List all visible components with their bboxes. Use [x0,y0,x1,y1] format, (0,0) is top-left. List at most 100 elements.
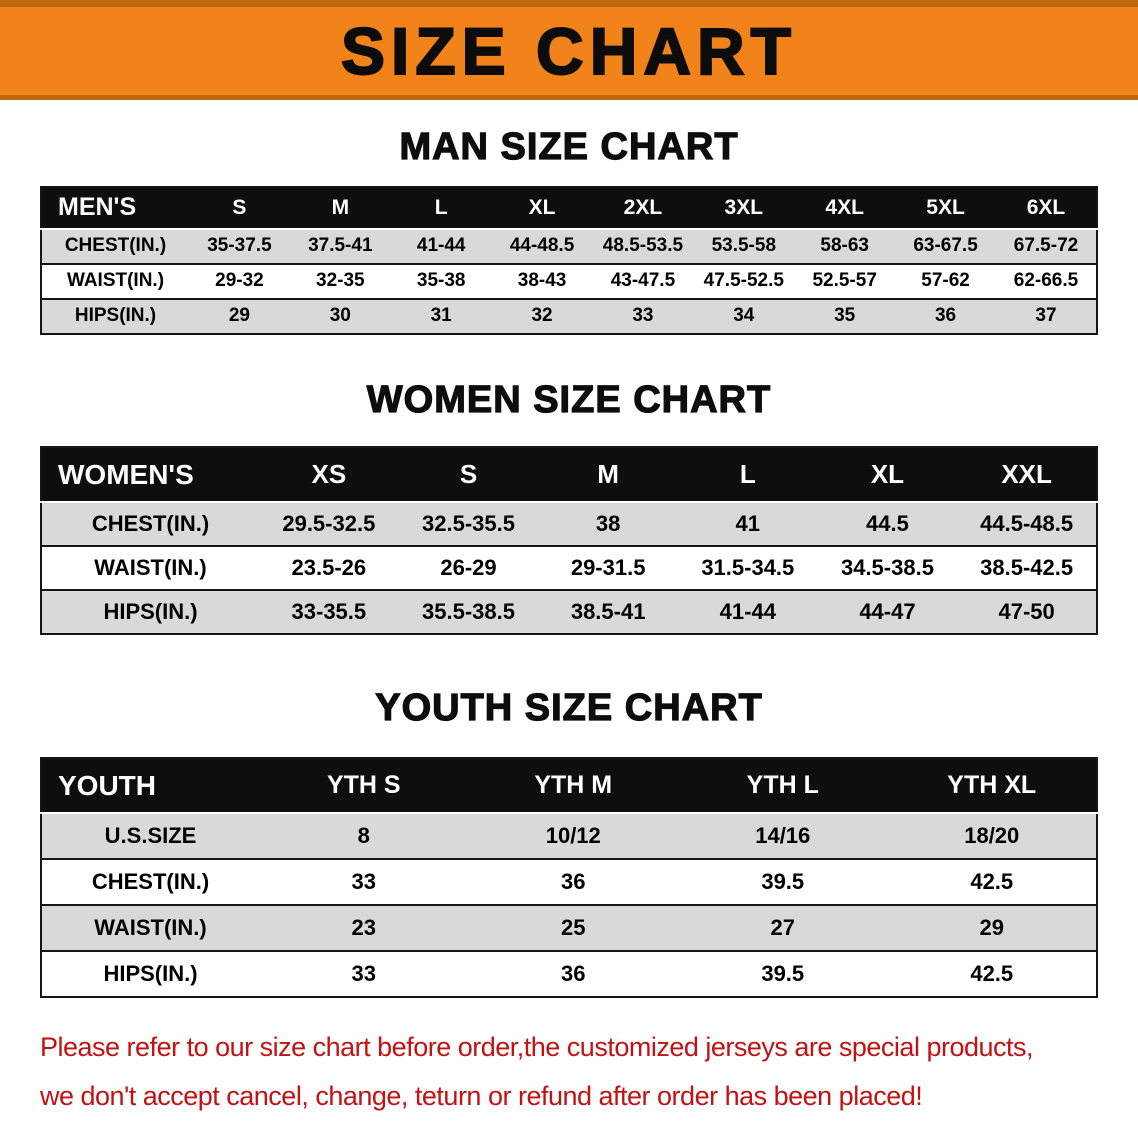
row-label: CHEST(IN.) [64,235,167,257]
row-label: WAIST(IN.) [94,915,207,941]
measurement-cell: 29-31.5 [570,555,646,581]
measurement-cell: 44-48.5 [509,235,575,257]
table-title-cell: MEN'S [41,186,189,230]
row-label: WAIST(IN.) [94,555,207,581]
size-column-header: YTH L [678,758,888,815]
measurement-cell: 30 [329,305,351,327]
measurement-cell: 34.5-38.5 [840,555,934,581]
measurement-cell: 33 [351,961,376,987]
row-label: CHEST(IN.) [91,869,210,895]
men-size-section: MAN SIZE CHART MEN'S S M L XL 2XL 3XL 4XL 5XL 6XL… [0,125,1138,335]
measurement-cell: 41 [735,511,761,537]
measurement-cell: 33 [632,305,654,327]
women-section-heading: WOMEN SIZE CHART [366,378,772,421]
measurement-cell: 35-38 [416,270,466,292]
size-column-header: 2XL [592,186,694,230]
table-row: CHEST(IN.) 33 36 39.5 42.5 [41,859,1097,906]
measurement-cell: 38 [595,511,621,537]
measurement-cell: 47-50 [998,599,1055,625]
size-column-header: L [390,186,492,230]
size-column-header: XXL [957,447,1097,504]
youth-section-heading: YOUTH SIZE CHART [375,687,763,730]
row-label: CHEST(IN.) [91,511,210,537]
measurement-cell: 33 [351,869,376,895]
size-column-header: S [398,447,539,504]
measurement-cell: 63-67.5 [913,235,978,257]
size-column-header: XL [491,186,593,230]
measurement-cell: 38-43 [517,270,567,292]
measurement-cell: 44-47 [859,599,916,625]
measurement-cell: 32 [531,305,553,327]
measurement-cell: 35-37.5 [207,235,272,257]
measurement-cell: 48.5-53.5 [602,235,684,257]
table-body: U.S.SIZE 8 10/12 14/16 18/20 CHEST(IN.) 33 36 39… [41,813,1097,998]
disclaimer-line-2: we don't accept cancel, change, teturn o… [40,1081,923,1112]
measurement-cell: 47.5-52.5 [703,270,784,292]
measurement-cell: 41-44 [416,235,466,257]
disclaimer-line-1: Please refer to our size chart before or… [40,1032,1034,1063]
measurement-cell: 67.5-72 [1013,235,1079,257]
banner: SIZE CHART [0,0,1138,100]
measurement-cell: 35.5-38.5 [422,599,515,625]
measurement-cell: 29 [979,915,1004,941]
table-row: HIPS(IN.) 33 36 39.5 42.5 [41,951,1097,998]
measurement-cell: 43-47.5 [610,270,676,292]
measurement-cell: 31.5-34.5 [701,555,795,581]
measurement-cell: 53.5-58 [711,235,777,257]
measurement-cell: 58-63 [820,235,869,257]
measurement-cell: 26-29 [440,555,497,581]
size-column-header: YTH S [259,758,469,815]
table-row: HIPS(IN.) 33-35.5 35.5-38.5 38.5-41 41-44 44-… [41,590,1097,635]
youth-size-table: YOUTH YTH S YTH M YTH L YTH XL U.S.SIZE 8 10/12… [40,757,1098,999]
measurement-cell: 25 [561,915,586,941]
measurement-cell: 37.5-41 [308,235,373,257]
row-label: WAIST(IN.) [66,270,165,292]
row-label: HIPS(IN.) [74,305,157,327]
page-title: SIZE CHART [340,14,797,88]
table-row: WAIST(IN.) 29-32 32-35 35-38 38-43 43-47.5 47.… [41,263,1097,299]
measurement-cell: 52.5-57 [812,270,877,292]
table-head: MEN'S S M L XL 2XL 3XL 4XL 5XL 6XL [41,186,1097,230]
measurement-cell: 57-62 [921,270,970,292]
measurement-cell: 23 [351,915,376,941]
size-column-header: YTH XL [887,758,1097,815]
measurement-cell: 44.5 [866,511,909,537]
row-label: HIPS(IN.) [103,961,198,987]
measurement-cell: 62-66.5 [1013,270,1079,292]
table-title-cell: YOUTH [41,758,259,815]
size-column-header: 6XL [996,186,1097,230]
measurement-cell: 32.5-35.5 [422,511,515,537]
table-header-row: YOUTH YTH S YTH M YTH L YTH XL [41,758,1097,815]
measurement-cell: 38.5-42.5 [980,555,1074,581]
measurement-cell: 39.5 [761,869,805,895]
size-column-header: 5XL [895,186,996,230]
measurement-cell: 23.5-26 [291,555,367,581]
table-header-row: MEN'S S M L XL 2XL 3XL 4XL 5XL 6XL [41,186,1097,230]
measurement-cell: 44.5-48.5 [980,511,1074,537]
table-body: CHEST(IN.) 35-37.5 37.5-41 41-44 44-48.5 48.5… [41,228,1097,334]
table-title-cell: WOMEN'S [41,447,259,504]
measurement-cell: 42.5 [970,869,1014,895]
measurement-cell: 31 [430,305,452,327]
row-label: U.S.SIZE [104,823,197,849]
measurement-cell: 41-44 [719,599,776,625]
table-head: WOMEN'S XS S M L XL XXL [41,447,1097,504]
size-column-header: M [289,186,391,230]
size-column-header: XL [817,447,958,504]
table-row: HIPS(IN.) 29 30 31 32 33 34 35 36 37 [41,298,1097,334]
measurement-cell: 42.5 [970,961,1014,987]
disclaimer: Please refer to our size chart before or… [0,1028,1138,1144]
measurement-cell: 18/20 [964,823,1020,849]
women-size-section: WOMEN SIZE CHART WOMEN'S XS S M L XL XXL CHEST(… [0,378,1138,636]
women-size-table: WOMEN'S XS S M L XL XXL CHEST(IN.) 29.5-32.5 32.5… [40,446,1098,636]
measurement-cell: 10/12 [545,823,601,849]
measurement-cell: 34 [733,305,755,327]
measurement-cell: 36 [561,961,586,987]
measurement-cell: 29 [228,305,250,327]
measurement-cell: 38.5-41 [570,599,646,625]
measurement-cell: 37 [1035,305,1057,327]
size-column-header: 4XL [794,186,896,230]
size-column-header: M [538,447,678,504]
measurement-cell: 8 [357,823,370,849]
measurement-cell: 35 [834,305,856,327]
